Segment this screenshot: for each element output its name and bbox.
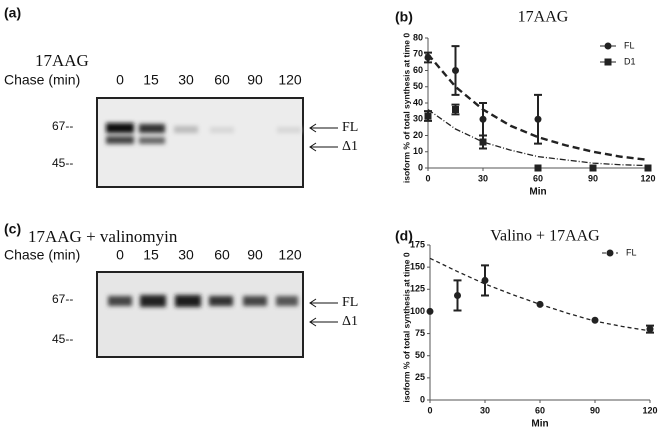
chart: (b) 17AAG isoform % of total synthesis at … [395, 9, 656, 198]
band-label: Δ1 [342, 314, 358, 329]
mw-marker: 45-- [52, 156, 73, 170]
lane-label: 60 [214, 247, 230, 263]
panel-label: (a) [4, 5, 21, 21]
y-tick-label: 100 [410, 306, 425, 316]
data-point [646, 325, 654, 333]
data-point [534, 115, 542, 123]
x-axis-label: Min [529, 187, 546, 198]
panel-label: (d) [395, 228, 413, 244]
gel-panel-a: (a) 17AAG Chase (min) 0 15 30 60 90 120 … [4, 5, 358, 188]
x-tick-label: 90 [588, 173, 598, 183]
data-point [479, 138, 487, 146]
data-point [481, 276, 489, 284]
lane-label: 60 [214, 72, 230, 88]
data-point [454, 291, 461, 299]
data-point [452, 67, 459, 74]
lane-label: 30 [178, 247, 194, 263]
y-tick-label: 150 [410, 262, 425, 272]
x-axis-label: Min [531, 419, 548, 430]
y-tick-label: 125 [410, 284, 425, 294]
data-point [534, 164, 542, 172]
x-tick-label: 60 [535, 405, 545, 415]
gel-image [96, 271, 304, 358]
fit-line [429, 257, 651, 332]
data-point [591, 316, 599, 324]
x-tick-label: 60 [533, 173, 543, 183]
y-axis-label: isoform % of total synthesis at time 0 [401, 252, 411, 402]
gel-title: 17AAG [35, 51, 89, 70]
x-tick-label: 0 [425, 173, 430, 183]
x-tick-label: 30 [478, 173, 488, 183]
y-tick-label: 30 [413, 114, 423, 124]
lane-label: 30 [178, 72, 194, 88]
legend-label: D1 [624, 56, 636, 66]
legend-label: FL [626, 247, 637, 257]
chart-title: 17AAG [518, 9, 569, 26]
band-label: FL [342, 295, 358, 310]
mw-marker: 67-- [52, 292, 73, 306]
y-tick-label: 25 [415, 372, 425, 382]
chart-title: Valino + 17AAG [490, 228, 600, 245]
gel-panel-c: (c) 17AAG + valinomyin Chase (min) 0 15 … [4, 221, 358, 358]
x-tick-label: 0 [427, 405, 432, 415]
y-tick-label: 20 [413, 130, 423, 140]
y-tick-label: 80 [413, 32, 423, 42]
data-point [644, 164, 652, 172]
y-tick-label: 0 [418, 162, 423, 172]
chart: (d) Valino + 17AAG isoform % of total synt… [395, 228, 658, 430]
lane-label: 120 [278, 247, 302, 263]
x-tick-label: 90 [590, 405, 600, 415]
data-point [424, 54, 432, 61]
lane-label: 120 [278, 72, 302, 88]
chase-label: Chase (min) [4, 72, 80, 88]
arrows [309, 298, 338, 327]
y-tick-label: 175 [410, 239, 425, 249]
y-tick-label: 50 [415, 350, 425, 360]
lane-label: 15 [143, 247, 159, 263]
gel-title: 17AAG + valinomyin [28, 227, 178, 246]
lane-label: 0 [116, 247, 124, 263]
data-point [424, 112, 432, 120]
y-tick-label: 60 [413, 65, 423, 75]
y-tick-label: 75 [415, 328, 425, 338]
gel-bands [108, 295, 298, 307]
legend-marker [604, 42, 612, 50]
data-point [479, 115, 487, 123]
x-tick-label: 120 [642, 405, 657, 415]
data-point [536, 300, 544, 308]
y-tick-label: 10 [413, 146, 423, 156]
mw-marker: 45-- [52, 332, 73, 346]
panel-label: (c) [4, 221, 21, 237]
x-tick-label: 30 [480, 405, 490, 415]
lane-label: 0 [116, 72, 124, 88]
data-point [589, 164, 597, 172]
band-label: FL [342, 120, 358, 135]
legend-marker [604, 58, 612, 66]
x-tick-label: 120 [640, 173, 655, 183]
panel-label: (b) [395, 9, 413, 25]
y-tick-label: 50 [413, 81, 423, 91]
legend-marker [606, 249, 614, 257]
gel-bands [106, 123, 301, 144]
mw-marker: 67-- [52, 119, 73, 133]
lane-label: 15 [143, 72, 159, 88]
band-label: Δ1 [342, 139, 358, 154]
data-point [426, 307, 434, 315]
y-tick-label: 70 [413, 49, 423, 59]
legend-label: FL [624, 40, 635, 50]
fit-line [427, 108, 649, 167]
y-tick-label: 40 [413, 97, 423, 107]
chase-label: Chase (min) [4, 247, 80, 263]
y-tick-label: 0 [420, 394, 425, 404]
lane-label: 90 [247, 247, 263, 263]
lane-label: 90 [247, 72, 263, 88]
fit-line [427, 53, 649, 162]
y-axis-label: isoform % of total synthesis at time 0 [401, 33, 411, 183]
data-point [452, 106, 459, 113]
arrows [309, 123, 338, 152]
